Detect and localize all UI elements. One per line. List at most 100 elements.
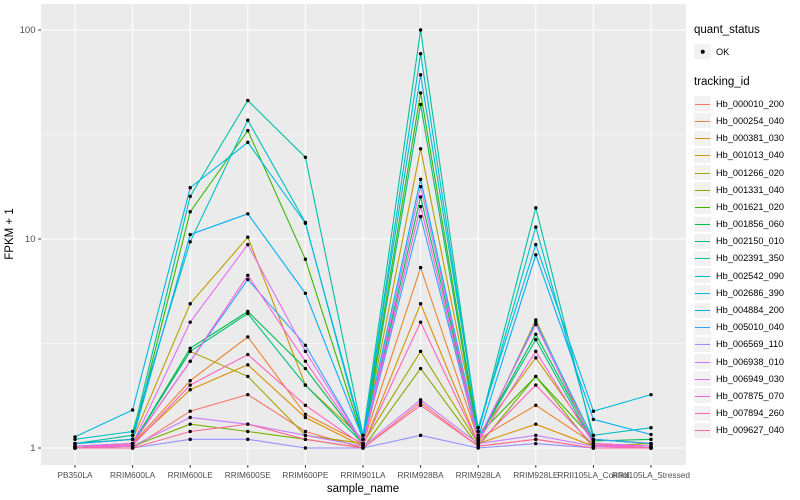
data-point	[303, 446, 308, 450]
data-point	[591, 443, 596, 448]
data-point	[246, 212, 250, 216]
line-symbol-icon	[695, 344, 710, 346]
data-point	[418, 73, 423, 77]
line-symbol-icon	[695, 103, 710, 105]
data-point	[591, 433, 596, 438]
data-point	[73, 437, 77, 442]
data-point	[246, 277, 250, 282]
legend-key-swatch	[694, 96, 711, 112]
data-point	[418, 52, 423, 56]
x-axis-title: sample_name	[327, 483, 399, 495]
data-point	[246, 311, 250, 316]
legend-item-Hb_004884_200: Hb_004884_200	[694, 301, 800, 318]
data-point	[188, 415, 192, 420]
data-point	[591, 409, 596, 413]
data-point	[534, 433, 538, 438]
line-symbol-icon	[695, 361, 710, 363]
data-point	[303, 403, 308, 408]
data-point	[418, 320, 423, 324]
legend-label: Hb_000010_200	[716, 98, 784, 109]
data-point	[188, 409, 192, 413]
data-point	[303, 359, 308, 363]
legend-label: Hb_001856_060	[716, 219, 784, 230]
line-symbol-icon	[695, 310, 710, 312]
legend-item-Hb_000010_200: Hb_000010_200	[694, 95, 800, 112]
line-symbol-icon	[695, 413, 710, 415]
data-point	[476, 439, 480, 443]
legend-key-swatch	[694, 302, 711, 318]
data-point	[130, 433, 135, 438]
x-tick-label: RRII105LA_Control	[557, 470, 629, 480]
line-symbol-icon	[695, 172, 710, 174]
line-symbol-icon	[695, 189, 710, 191]
data-point	[188, 194, 192, 199]
legend-item-Hb_009627_040: Hb_009627_040	[694, 422, 800, 439]
data-point	[303, 437, 308, 442]
legend-item-Hb_002542_090: Hb_002542_090	[694, 267, 800, 284]
legend-key-swatch	[694, 199, 711, 215]
legend-label: Hb_004884_200	[716, 305, 784, 316]
data-point	[361, 446, 365, 450]
legend-key-swatch	[694, 422, 711, 438]
data-point	[246, 273, 250, 278]
line-symbol-icon	[695, 292, 710, 294]
data-point	[418, 398, 423, 402]
data-point	[418, 433, 423, 438]
fpkm-line-chart: 1 10 100 PB350LA RRIM600LA RRIM600LE RRIM600SE…	[4, 4, 690, 495]
data-point	[418, 403, 423, 408]
legend-item-Hb_001013_040: Hb_001013_040	[694, 147, 800, 164]
data-point	[649, 432, 653, 437]
line-symbol-icon	[695, 327, 710, 329]
data-point	[73, 441, 77, 446]
legend-key-swatch	[694, 233, 711, 249]
data-point	[418, 28, 423, 32]
legend-item-Hb_001331_040: Hb_001331_040	[694, 181, 800, 198]
y-axis-title: FPKM + 1	[4, 208, 16, 259]
data-point	[418, 204, 423, 209]
data-point	[476, 441, 480, 446]
data-point	[246, 437, 250, 442]
legend-key-swatch	[694, 336, 711, 352]
data-point	[188, 429, 192, 434]
data-point	[303, 429, 308, 434]
line-symbol-icon	[695, 258, 710, 260]
x-tick-label: RRIM600LA	[110, 470, 156, 480]
legend-item-Hb_001856_060: Hb_001856_060	[694, 216, 800, 233]
legend-group-tracking-id: tracking_id Hb_000010_200 Hb_000254_040 Hb…	[694, 76, 800, 439]
data-point	[188, 437, 192, 442]
line-symbol-icon	[695, 138, 710, 140]
legend-label: Hb_005010_040	[716, 322, 784, 333]
data-point	[534, 242, 538, 247]
data-point	[534, 253, 538, 257]
data-point	[73, 435, 77, 439]
legend-item-Hb_000254_040: Hb_000254_040	[694, 112, 800, 129]
data-point	[130, 429, 135, 434]
data-point	[188, 378, 192, 383]
data-point	[591, 417, 596, 422]
data-point	[418, 195, 423, 199]
legend-key-swatch	[694, 130, 711, 146]
x-tick-label: RRII105LA_Stressed	[612, 470, 690, 480]
data-point	[534, 206, 538, 210]
legend-key-swatch	[694, 371, 711, 387]
data-point	[246, 422, 250, 426]
data-point	[130, 443, 135, 448]
data-point	[246, 98, 250, 103]
data-point	[418, 214, 423, 219]
legend-label-ok: OK	[716, 46, 730, 57]
data-point	[534, 356, 538, 360]
data-point	[188, 240, 192, 244]
legend-key-swatch	[694, 216, 711, 232]
legend-label: Hb_002391_350	[716, 253, 784, 264]
line-symbol-icon	[695, 241, 710, 243]
x-tick-label: RRIM928BA	[398, 470, 445, 480]
legend-label: Hb_002542_090	[716, 270, 784, 281]
line-symbol-icon	[695, 155, 710, 157]
legend-label: Hb_007875_070	[716, 390, 784, 401]
data-point	[188, 302, 192, 306]
data-point	[246, 374, 250, 379]
data-point	[534, 383, 538, 387]
x-tick-label: RRIM600PE	[282, 470, 329, 480]
data-point	[418, 177, 423, 182]
legend-item-ok: OK	[694, 43, 800, 60]
